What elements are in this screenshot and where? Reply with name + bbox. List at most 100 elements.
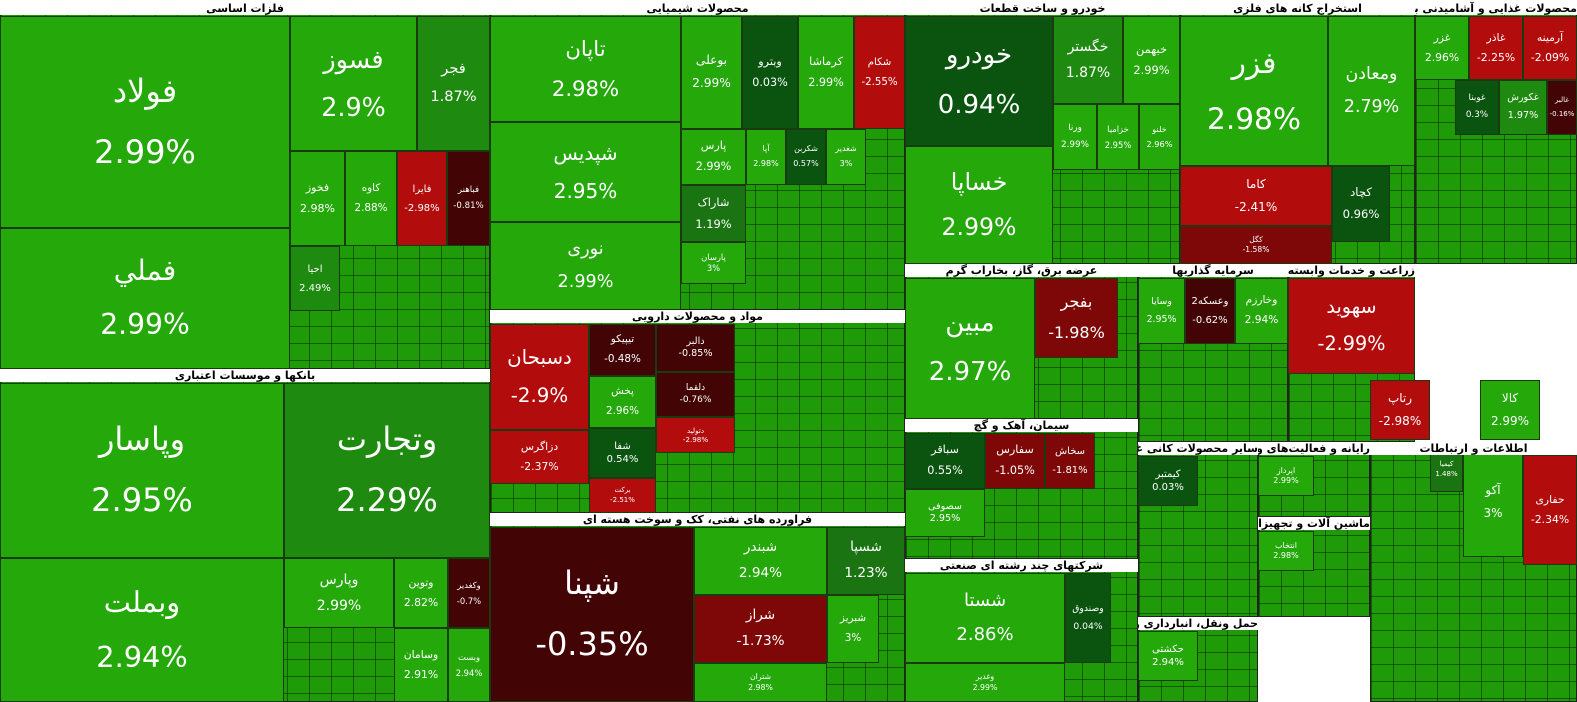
sector-title: سیمان، آهک و گچ: [905, 419, 1138, 432]
stock-name: خبهمن: [1136, 41, 1167, 56]
stock-change: 2.99%: [972, 682, 998, 692]
stock-tile: وسایا 2.95%: [1138, 278, 1185, 344]
stock-tile: غاذر -2.25%: [1469, 16, 1523, 80]
stock-name: وپارس: [319, 571, 359, 588]
stock-change: 2.99%: [1490, 413, 1530, 428]
stock-change: 2.79%: [1343, 97, 1400, 118]
stock-change: 2.94%: [738, 565, 783, 582]
stock-change: -2.9%: [510, 383, 569, 407]
stock-change: 2.95%: [929, 513, 961, 524]
stock-name: برکت: [614, 486, 631, 495]
stock-tile: وپاسار 2.95%: [0, 383, 284, 558]
stock-tile: وتوین 2.82%: [394, 558, 448, 628]
stock-change: 2.94%: [96, 639, 188, 674]
stock-name: آکو: [1485, 482, 1501, 497]
stock-name: وسامان: [403, 647, 439, 661]
stock-change: -0.16%: [1549, 109, 1575, 118]
stock-name: خگستر: [1067, 38, 1109, 55]
stock-tile: سصوفی 2.95%: [905, 489, 985, 537]
stock-change: 2.98%: [748, 682, 773, 692]
stock-tile: کاما -2.41%: [1180, 166, 1332, 226]
stock-change: 2.97%: [928, 357, 1012, 388]
stock-tile: شراز -1.73%: [694, 595, 827, 663]
stock-tile: کچاد 0.96%: [1332, 166, 1390, 242]
stock-name: بفجر: [1060, 292, 1093, 312]
stock-change: -0.48%: [604, 353, 641, 366]
stock-tile: فملي 2.99%: [0, 228, 290, 369]
stock-tile: وپارس 2.99%: [284, 558, 394, 628]
sector-title: مواد و محصولات دارویی: [490, 310, 905, 323]
stock-change: 1.48%: [1435, 469, 1458, 478]
stock-change: -2.55%: [861, 76, 898, 88]
stock-name: پارس: [700, 139, 727, 153]
stock-name: وبترو: [758, 54, 782, 68]
stock-change: 0.3%: [1465, 110, 1489, 121]
stock-tile: اپرداز 2.99%: [1258, 456, 1314, 496]
sector-title: رایانه و فعالیت‌های وابسته به آن: [1258, 442, 1370, 455]
sector-title: اطلاعات و ارتباطات: [1370, 442, 1577, 455]
stock-tile: سخاش -1.81%: [1045, 433, 1095, 489]
stock-change: 2.95%: [553, 179, 618, 203]
stock-tile: شستا 2.86%: [905, 573, 1065, 663]
stock-name: حکشتی: [1152, 644, 1184, 655]
stock-name: خساپا: [950, 168, 1008, 197]
stock-name: غوبنا: [1468, 93, 1486, 104]
stock-name: شپدیس: [553, 141, 618, 165]
stock-name: شاراک: [697, 195, 730, 210]
stock-tile: تیپیکو -0.48%: [589, 324, 656, 376]
stock-change: 3%: [1483, 505, 1503, 520]
stock-name: خزامیا: [1107, 123, 1129, 134]
stock-name: فباهنر: [457, 184, 480, 195]
stock-name: فزر: [1231, 45, 1277, 80]
stock-tile: غکورش 1.97%: [1499, 80, 1547, 135]
stock-name: سصوفی: [928, 500, 962, 512]
stock-tile: نوری 2.99%: [490, 222, 681, 310]
stock-tile: شپنا -0.35%: [490, 527, 694, 702]
stock-change: -2.37%: [520, 460, 559, 474]
stock-name: وپاسار: [98, 420, 186, 459]
stock-tile: خزامیا 2.95%: [1097, 104, 1139, 170]
stock-name: فسوز: [323, 43, 384, 74]
stock-name: وغدیر: [975, 672, 995, 682]
stock-tile: حکشتی 2.94%: [1138, 631, 1198, 681]
stock-name: کرماشا: [809, 54, 843, 68]
stock-change: -1.58%: [1242, 245, 1270, 254]
stock-tile: بفجر -1.98%: [1035, 278, 1118, 358]
stock-tile: آپا 2.98%: [746, 129, 786, 185]
stock-tile: بوعلی 2.99%: [681, 16, 742, 129]
stock-change: 2.95%: [1146, 313, 1177, 325]
stock-name: بوعلی: [695, 52, 728, 67]
sector-title: استخراج کانه های فلزی: [1180, 2, 1415, 15]
stock-tile: مبین 2.97%: [905, 278, 1035, 419]
stock-change: 2.9%: [321, 92, 386, 123]
stock-name: مبین: [945, 307, 995, 338]
stock-name: اپرداز: [1276, 465, 1296, 475]
stock-tile: آکو 3%: [1463, 447, 1523, 557]
stock-change: 2.99%: [695, 160, 732, 174]
stock-change: -1.05%: [995, 464, 1035, 478]
stock-tile: شغدیر 3%: [826, 129, 866, 185]
stock-name: سخاش: [1054, 446, 1086, 457]
stock-name: سباقر: [931, 443, 959, 457]
stock-change: 2.99%: [100, 307, 190, 341]
stock-tile: کرماشا 2.99%: [798, 16, 854, 129]
stock-tile: غزر 2.96%: [1415, 16, 1469, 80]
stock-tile: شسپا 1.23%: [827, 527, 905, 595]
stock-tile: غالبر -0.16%: [1547, 80, 1577, 135]
stock-change: 2.98%: [300, 201, 335, 215]
stock-change: 2.82%: [403, 596, 439, 610]
stock-change: 2.99%: [808, 75, 844, 89]
stock-name: کگل: [1249, 235, 1263, 245]
stock-change: 0.03%: [1152, 482, 1184, 493]
stock-change: 2.96%: [1424, 51, 1460, 65]
stock-name: احيا: [307, 263, 323, 275]
stock-tile: کالا 2.99%: [1480, 380, 1540, 440]
stock-change: 0.04%: [1073, 620, 1103, 632]
stock-change: -1.98%: [1048, 322, 1105, 342]
stock-name: کاما: [1246, 176, 1266, 191]
stock-tile: خودرو 0.94%: [905, 16, 1053, 146]
stock-tile: برکت -2.51%: [589, 478, 656, 513]
stock-name: غالبر: [1555, 96, 1569, 105]
stock-name: وعسکه2: [1191, 296, 1229, 307]
